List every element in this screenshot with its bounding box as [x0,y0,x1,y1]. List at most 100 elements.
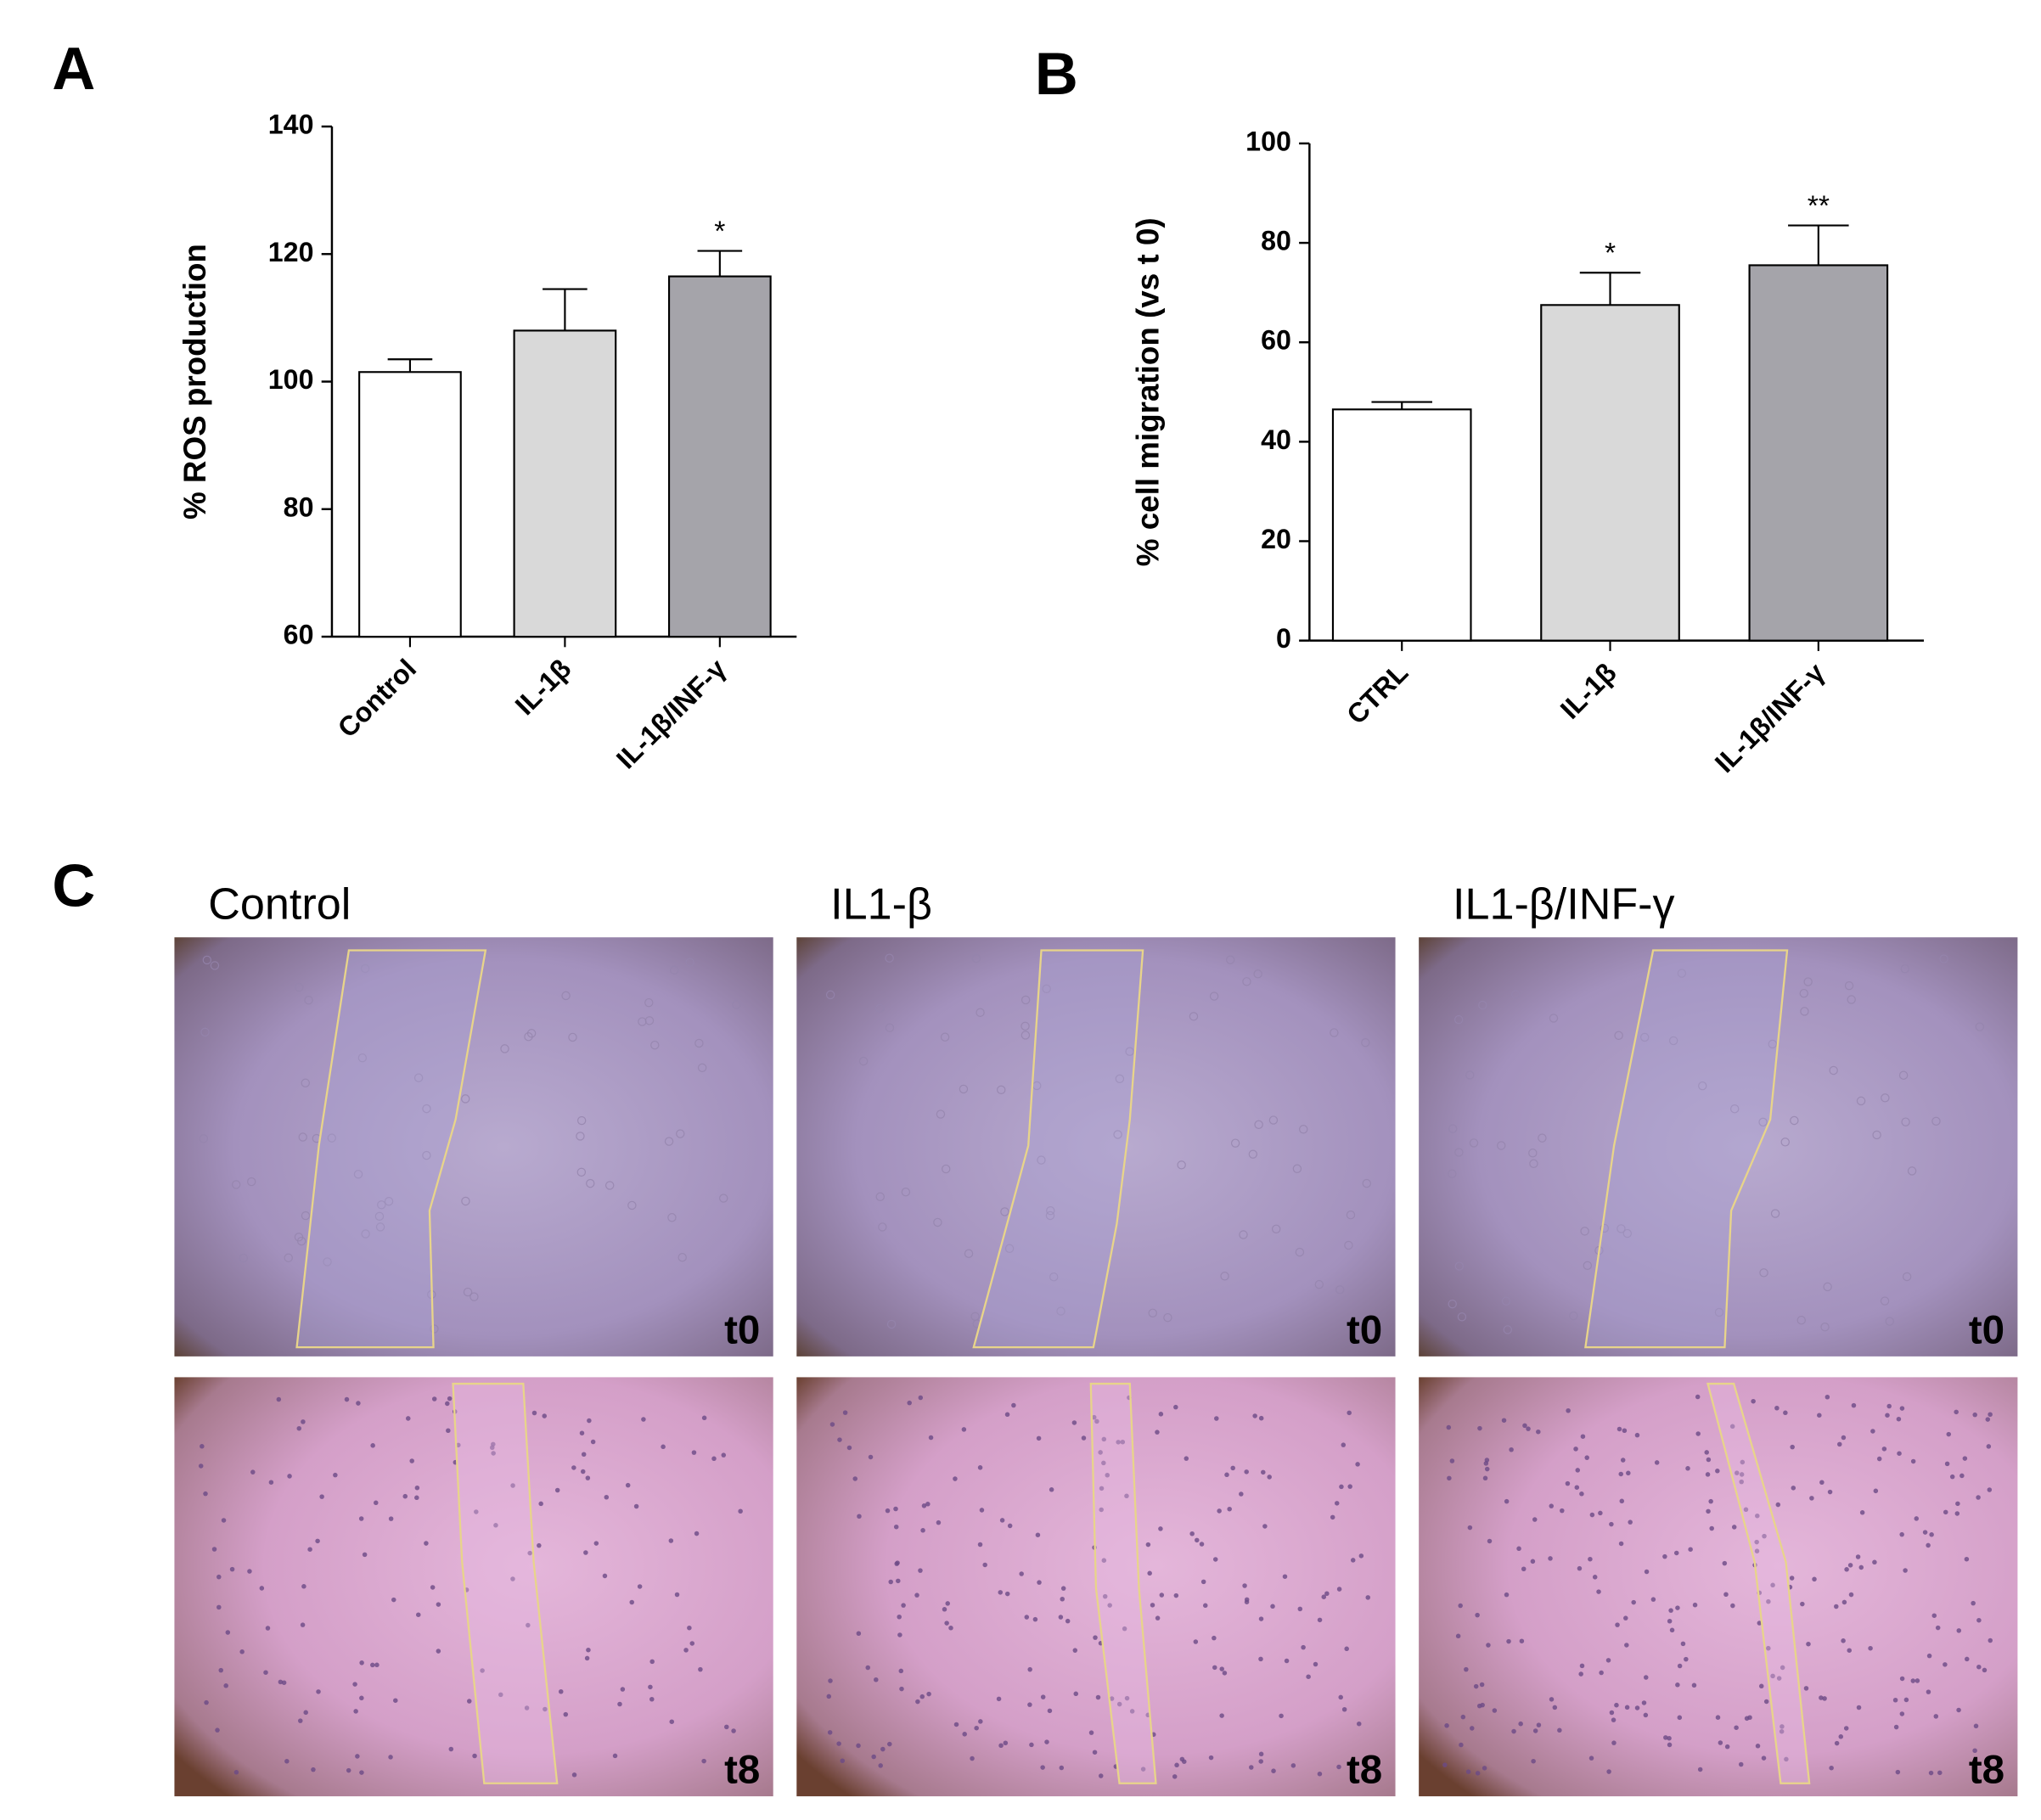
cell [281,1680,287,1685]
cell [1189,1531,1195,1536]
y-tick-label: 0 [1276,623,1291,654]
cell [1600,1223,1610,1233]
cell [602,1573,608,1579]
cell [915,1699,920,1705]
cell [1549,1503,1555,1508]
cell [1763,1699,1769,1705]
cell [1774,1405,1780,1411]
cell [374,1211,385,1222]
cell [648,1684,653,1690]
bar [667,275,772,638]
cell [1751,1398,1756,1404]
cell [1631,1599,1636,1605]
cell [1457,1312,1467,1322]
cell [1943,1509,1948,1515]
cell [1844,1567,1849,1572]
cell [1037,1155,1046,1165]
cell [474,1509,479,1514]
cell [461,1196,470,1206]
cell [1692,1602,1698,1608]
cell [1200,1579,1206,1585]
cell [1101,1558,1107,1563]
cell [1244,1469,1249,1475]
cell [1224,1472,1229,1478]
cell [1290,1763,1296,1768]
cell [885,1023,895,1032]
cell [1212,1665,1217,1671]
cell [1931,1613,1937,1618]
cell [1615,1622,1620,1627]
column-title: IL1-β/INF-γ [1453,880,1675,930]
cell [1528,1149,1538,1158]
cell [1058,1615,1064,1620]
cell [979,1508,985,1513]
cell [1903,1697,1909,1703]
cell [1634,1432,1640,1438]
cell [362,1552,368,1558]
cell [1122,1626,1127,1632]
cell [1102,1593,1108,1599]
cell [531,1410,537,1416]
cell [1509,1446,1514,1452]
cell [1189,1012,1199,1021]
cell [691,1450,697,1455]
cell [537,1542,542,1548]
cell [1584,1455,1589,1460]
cell [1834,1604,1839,1609]
cell [461,1094,470,1104]
cell [1522,1423,1527,1429]
cell [1688,1547,1693,1552]
cell [1714,1307,1724,1317]
cell [683,1648,689,1653]
cell [874,1677,879,1682]
cell [1455,1633,1461,1639]
cell [1239,1491,1244,1497]
cell [1899,1676,1905,1682]
cell [1988,1637,1993,1643]
cell [1975,1022,1985,1031]
cell [970,1755,975,1761]
cell [1469,1138,1479,1148]
cell [1667,1742,1673,1748]
cell [694,1531,700,1536]
cell [1503,1325,1513,1334]
cell [897,1615,902,1620]
cell [1868,1645,1873,1651]
cell [1759,1268,1768,1278]
cell [953,1476,958,1481]
cell [825,990,835,1000]
cell [1622,1228,1633,1239]
cell [1881,1446,1887,1452]
cell [1036,1435,1042,1441]
cell [1339,1484,1344,1490]
cell [669,1719,675,1724]
cell [301,1078,310,1087]
cell [1976,1495,1981,1500]
cell [436,1649,441,1654]
cell [641,1417,646,1422]
cell [1267,1475,1272,1480]
cell [1478,1000,1487,1010]
cell [1358,1553,1364,1559]
cell [231,1180,241,1189]
cell [1115,1074,1125,1084]
bar [358,371,462,638]
cell [409,1458,414,1463]
cell [1356,1721,1362,1727]
cell [1817,1413,1822,1418]
cell [463,1287,473,1297]
y-tick-label: 20 [1261,524,1291,554]
cell [1946,1431,1952,1437]
cell [1982,1667,1988,1673]
cell [1314,1279,1324,1289]
cell [445,1401,450,1407]
cell [1467,1525,1473,1531]
cell [1972,1412,1977,1418]
cell [414,1495,419,1501]
cell [1899,1406,1905,1411]
cell [1454,1148,1464,1157]
x-tick-label: IL-1β [509,653,577,721]
cell [466,1699,472,1704]
cell [1623,1615,1628,1621]
cell [355,1754,360,1759]
